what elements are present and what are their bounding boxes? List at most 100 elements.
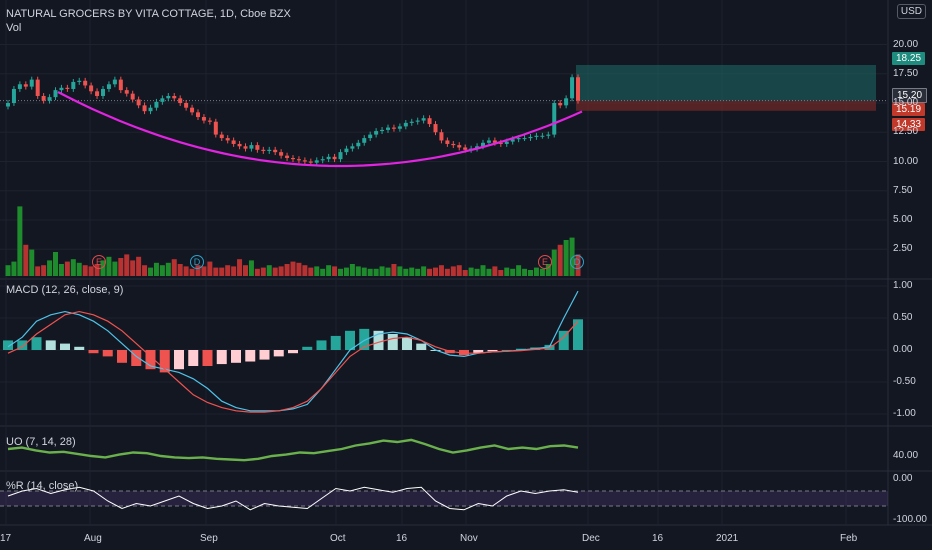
volume-bar [225,265,231,276]
candle-body [320,159,325,161]
earnings-marker[interactable]: E [92,255,106,269]
volume-bar [403,268,409,276]
candle-body [451,143,456,146]
x-tick-label: Aug [84,533,102,544]
uo-line [7,438,579,462]
volume-bar [498,270,504,276]
candle-body [23,84,28,87]
volume-bar [385,267,391,276]
candle-body [89,85,94,92]
volume-bar [213,267,219,276]
volume-bar [355,266,361,276]
candle-body [83,80,88,86]
candle-body [35,79,40,96]
dividend-marker[interactable]: D [570,255,584,269]
candle-body [65,87,70,89]
volume-bar [462,270,468,276]
volume-bar [367,268,373,276]
volume-bar [142,265,148,276]
candle-body [391,127,396,129]
macd-histogram-bar [45,340,56,350]
volume-bar [296,262,302,276]
volume-bar [260,267,266,276]
candle-body [350,146,355,149]
macd-histogram-bar [316,340,327,350]
candle-body [231,140,236,144]
candle-body [516,138,521,140]
macd-histogram-bar [216,350,227,365]
candle-body [237,143,242,147]
candle-body [160,98,165,102]
volume-bar [64,261,70,276]
candle-body [219,134,224,139]
earnings-marker[interactable]: E [538,255,552,269]
candle-body [77,80,82,82]
volume-bar [433,267,438,276]
volume-bar [545,264,551,276]
macd-y-tick: 0.50 [893,312,913,323]
price-y-tick: 17.50 [893,67,919,79]
macd-histogram-bar [487,350,498,352]
macd-histogram-bar [17,340,28,350]
volume-bar [557,244,563,276]
candle-body [558,103,563,106]
macd-histogram-bar [202,350,213,366]
volume-bar [106,256,112,276]
volume-bar [11,261,17,276]
candle-body [427,118,432,125]
candle-body [118,79,123,91]
volume-bar [438,265,444,276]
candle-body [101,88,105,96]
volume-bar [237,259,243,276]
candle-body [291,157,295,160]
x-tick-label: Dec [582,533,600,544]
candle-body [178,98,183,103]
volume-bar [189,268,195,276]
volume-bar [326,265,332,276]
macd-y-tick: -1.00 [893,408,916,419]
volume-bar [486,268,492,276]
volume-bar [159,265,165,276]
macd-histogram-bar [402,337,412,350]
volume-bar [148,267,153,276]
macd-histogram-bar [245,350,256,362]
macd-histogram-bar [273,350,284,357]
candle-body [338,152,343,160]
target-zone [576,64,876,101]
candle-body [457,145,462,148]
candle-body [273,149,278,153]
current-price-tag: 15.20 [892,88,928,103]
volume-bar [343,267,349,276]
price-y-tick: 7.50 [893,184,913,196]
macd-histogram-bar [288,350,298,354]
volume-bar [88,266,94,276]
volume-bar [47,260,53,276]
volume-bar [58,264,64,276]
candle-body [225,138,230,141]
currency-selector[interactable]: USD [896,4,926,19]
macd-histogram-bar [117,350,127,363]
volume-bar [284,264,290,276]
stop-price-tag: 14.33 [892,118,926,131]
macd-histogram-bar [302,346,313,350]
volume-bar [338,268,343,276]
candle-body [71,81,76,89]
candle-body [142,105,147,112]
candle-body [522,138,527,140]
volume-bar [379,266,385,276]
volume-bar [23,244,29,276]
macd-label: MACD (12, 26, close, 9) [6,284,124,296]
candle-body [356,142,361,147]
volume-bar [510,268,516,276]
candle-body [53,90,58,98]
macd-histogram-bar [516,348,526,350]
candle-body [17,84,22,89]
volume-bar [361,267,367,276]
volume-bar [332,266,338,276]
dividend-marker[interactable]: D [190,255,204,269]
entry-price-tag: 15.19 [892,103,926,116]
volume-bar [373,268,379,276]
candle-body [106,84,111,89]
candle-body [445,140,450,144]
